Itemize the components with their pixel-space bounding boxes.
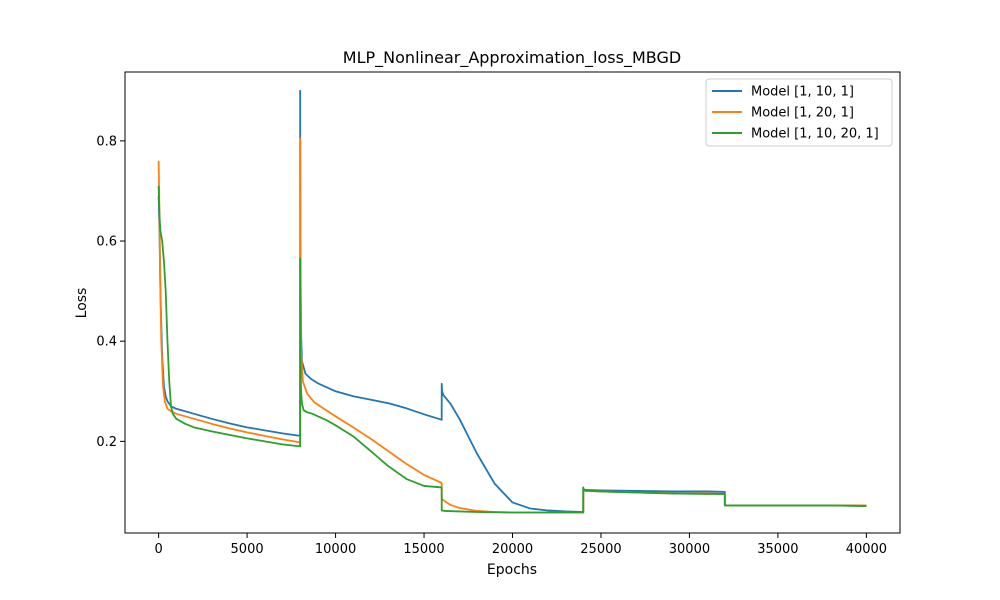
legend-label: Model [1, 20, 1] xyxy=(751,106,854,121)
x-tick-label: 0 xyxy=(154,542,162,557)
legend-box xyxy=(705,78,893,147)
y-axis: 0.2 0.4 0.6 0.8 xyxy=(96,134,125,450)
x-axis: 0 5000 10000 15000 20000 25000 30000 35000 40000 xyxy=(154,533,887,557)
legend: Model [1, 10, 1] Model [1, 20, 1] Model [1… xyxy=(705,78,893,147)
x-axis-label: Epochs xyxy=(487,562,537,578)
x-tick-label: 15000 xyxy=(403,542,444,557)
x-tick-label: 40000 xyxy=(846,542,887,557)
x-tick-label: 35000 xyxy=(757,542,798,557)
y-tick-label: 0.8 xyxy=(96,134,117,149)
y-tick-label: 0.2 xyxy=(96,435,117,450)
y-tick-label: 0.6 xyxy=(96,235,117,250)
y-axis-label: Loss xyxy=(74,288,90,319)
legend-label: Model [1, 10, 20, 1] xyxy=(751,127,879,142)
plot-area xyxy=(157,89,867,514)
series-line-3 xyxy=(157,185,867,514)
legend-label: Model [1, 10, 1] xyxy=(751,85,854,100)
x-tick-label: 5000 xyxy=(231,542,264,557)
x-tick-label: 30000 xyxy=(669,542,710,557)
x-tick-label: 10000 xyxy=(315,542,356,557)
x-tick-label: 25000 xyxy=(580,542,621,557)
y-tick-label: 0.4 xyxy=(96,335,117,350)
chart-title: MLP_Nonlinear_Approximation_loss_MBGD xyxy=(343,48,681,68)
series-line-1 xyxy=(157,89,867,513)
x-tick-label: 20000 xyxy=(492,542,533,557)
